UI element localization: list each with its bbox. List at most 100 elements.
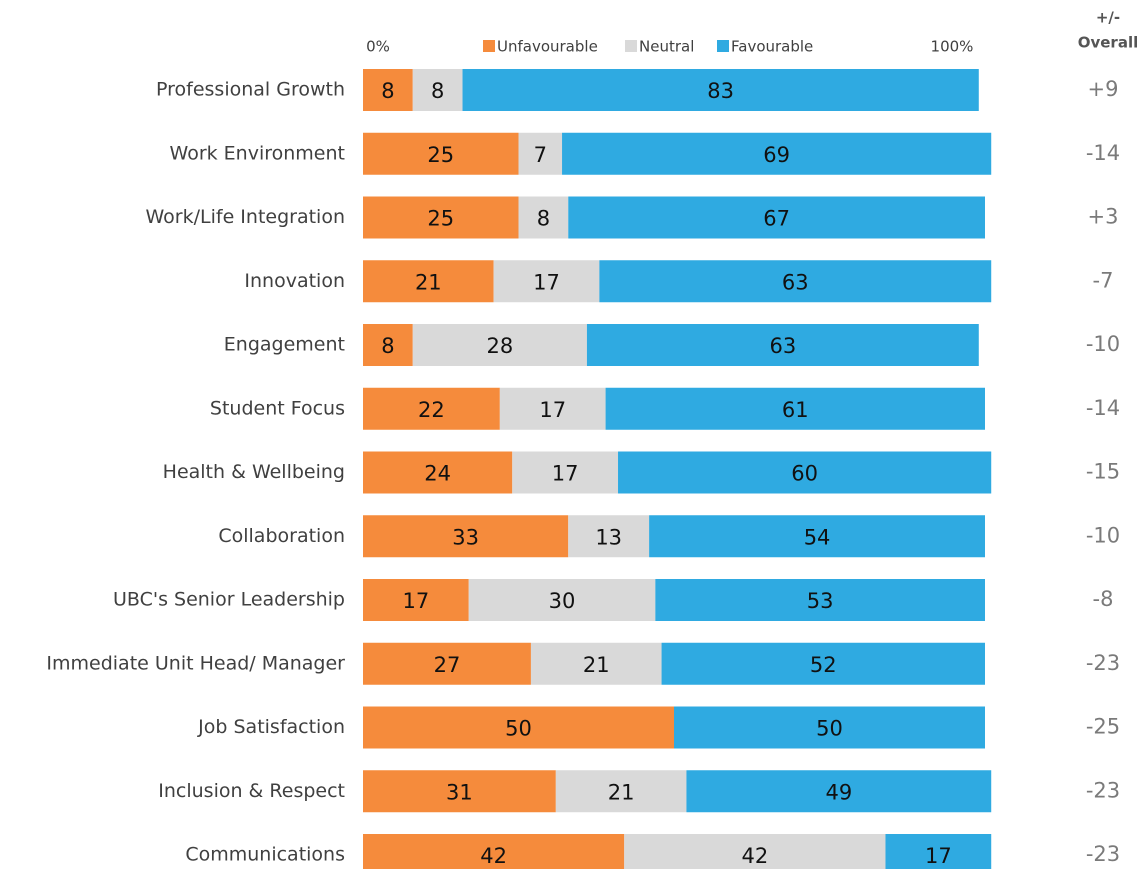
overall-header: +/- (1096, 9, 1120, 27)
bar-segment (586, 324, 979, 366)
bar-segment (462, 69, 979, 111)
bar-segment (885, 834, 992, 869)
data-label: 28 (486, 334, 513, 358)
legend-swatch (625, 40, 637, 52)
category-label: Communications (185, 844, 345, 866)
bar-segment (674, 706, 985, 749)
category-label: Innovation (244, 270, 345, 292)
bar-segment (363, 69, 413, 111)
bar-segment (363, 642, 531, 685)
bar-segment (363, 196, 519, 239)
data-label: 53 (807, 589, 834, 613)
data-label: 8 (381, 334, 394, 358)
data-label: 60 (791, 462, 818, 486)
overall-value: -10 (1086, 523, 1120, 547)
data-label: 21 (583, 653, 610, 677)
category-label: UBC's Senior Leadership (113, 589, 345, 611)
data-label: 17 (539, 398, 566, 422)
category-label: Work Environment (170, 142, 345, 164)
legend-label: Neutral (639, 38, 694, 56)
bar-segment (624, 834, 886, 869)
overall-value: -8 (1093, 587, 1114, 611)
data-label: 27 (434, 653, 461, 677)
overall-value: -14 (1086, 396, 1120, 420)
data-label: 24 (424, 462, 451, 486)
bar-segment (363, 387, 500, 430)
data-label: 25 (427, 207, 454, 231)
legend-swatch (717, 40, 729, 52)
overall-value: -23 (1086, 778, 1120, 802)
x-tick-label: 0% (366, 38, 390, 56)
data-label: 17 (925, 844, 952, 868)
x-tick-label: 100% (931, 38, 974, 56)
data-label: 21 (608, 780, 635, 804)
bar-segment (655, 579, 985, 621)
overall-value: -25 (1086, 715, 1120, 739)
data-label: 17 (552, 462, 579, 486)
legend-label: Unfavourable (497, 38, 598, 56)
data-label: 67 (763, 207, 790, 231)
bar-segment (518, 196, 569, 239)
data-label: 50 (816, 717, 843, 741)
bar-segment (512, 451, 619, 494)
overall-header: Overall (1078, 34, 1139, 52)
category-label: Job Satisfaction (197, 716, 345, 738)
bar-segment (568, 196, 985, 239)
bar-segment (468, 579, 656, 621)
overall-value: -10 (1086, 332, 1120, 356)
bar-segment (555, 770, 687, 813)
category-label: Professional Growth (156, 79, 345, 101)
bar-segment (363, 834, 625, 869)
data-label: 69 (763, 143, 790, 167)
data-label: 8 (381, 79, 394, 103)
legend-swatch (483, 40, 495, 52)
bar-segment (412, 324, 587, 366)
data-label: 63 (782, 270, 809, 294)
data-label: 13 (595, 525, 622, 549)
bar-segment (363, 515, 569, 558)
bar-segment (499, 387, 606, 430)
overall-value: +9 (1088, 77, 1119, 101)
category-label: Engagement (224, 334, 345, 356)
data-label: 25 (427, 143, 454, 167)
data-label: 83 (707, 79, 734, 103)
bar-segment (363, 324, 413, 366)
bar-segment (530, 642, 662, 685)
overall-value: -7 (1093, 268, 1114, 292)
category-label: Work/Life Integration (146, 206, 346, 228)
data-label: 31 (446, 780, 473, 804)
data-label: 49 (825, 780, 852, 804)
overall-value: -23 (1086, 842, 1120, 866)
bar-segment (618, 451, 992, 494)
bar-segment (363, 132, 519, 175)
data-label: 30 (549, 589, 576, 613)
overall-value: +3 (1088, 205, 1119, 229)
data-label: 50 (505, 717, 532, 741)
bar-segment (661, 642, 985, 685)
data-label: 22 (418, 398, 445, 422)
bar-segment (412, 69, 463, 111)
data-label: 33 (452, 525, 479, 549)
bar-segment (363, 260, 494, 303)
category-label: Student Focus (210, 397, 345, 419)
legend-label: Favourable (731, 38, 813, 56)
bar-segment (568, 515, 650, 558)
bar-segment (363, 770, 556, 813)
bar-segment (686, 770, 992, 813)
data-label: 8 (537, 207, 550, 231)
bar-segment (363, 706, 674, 749)
overall-value: -14 (1086, 141, 1120, 165)
data-label: 63 (769, 334, 796, 358)
bar-segment (363, 579, 469, 621)
data-label: 21 (415, 270, 442, 294)
bar-segment (605, 387, 985, 430)
overall-value: -23 (1086, 651, 1120, 675)
bar-segment (599, 260, 992, 303)
bar-segment (518, 132, 563, 175)
data-label: 54 (804, 525, 831, 549)
data-label: 8 (431, 79, 444, 103)
data-label: 61 (782, 398, 809, 422)
data-label: 42 (741, 844, 768, 868)
data-label: 17 (533, 270, 560, 294)
